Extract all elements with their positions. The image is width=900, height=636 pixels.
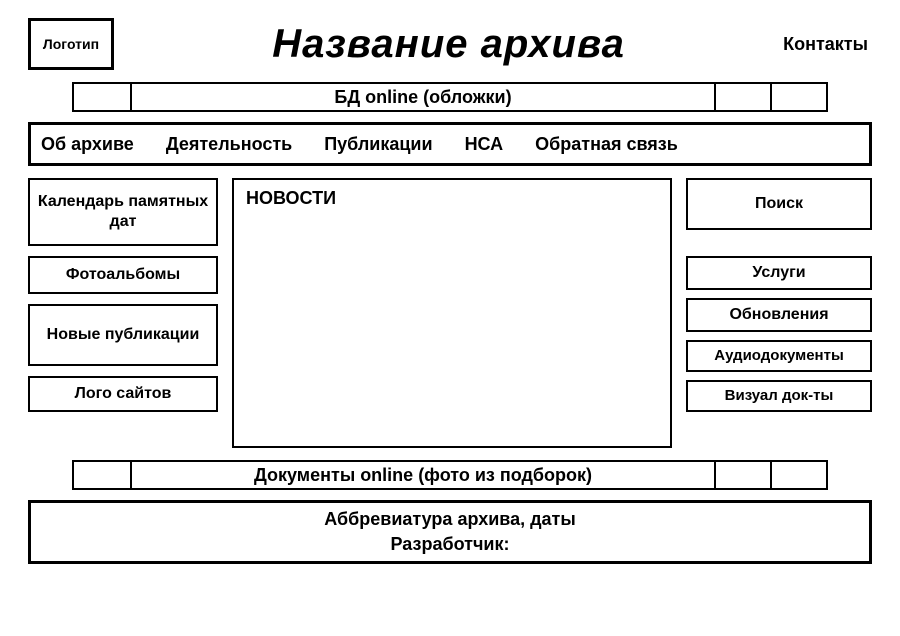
db-strip-next-1[interactable] bbox=[716, 82, 772, 112]
header-row: Логотип Название архива Контакты bbox=[28, 16, 872, 72]
docs-online-strip: Документы online (фото из подборок) bbox=[28, 460, 872, 490]
docs-strip-next-2[interactable] bbox=[772, 460, 828, 490]
db-strip-prev[interactable] bbox=[72, 82, 130, 112]
archive-title: Название архива bbox=[114, 22, 783, 67]
docs-strip-next-1[interactable] bbox=[716, 460, 772, 490]
docs-strip-main[interactable]: Документы online (фото из подборок) bbox=[130, 460, 716, 490]
footer: Аббревиатура архива, даты Разработчик: bbox=[28, 500, 872, 564]
nav-nsa[interactable]: НСА bbox=[465, 134, 504, 155]
db-online-strip: БД online (обложки) bbox=[28, 82, 872, 112]
contacts-link[interactable]: Контакты bbox=[783, 34, 872, 55]
photoalbums-block[interactable]: Фотоальбомы bbox=[28, 256, 218, 294]
nav-publications[interactable]: Публикации bbox=[324, 134, 432, 155]
new-pub-block[interactable]: Новые публикации bbox=[28, 304, 218, 366]
audio-block[interactable]: Аудиодокументы bbox=[686, 340, 872, 372]
nav-activity[interactable]: Деятельность bbox=[166, 134, 292, 155]
db-strip-label: БД online (обложки) bbox=[334, 87, 511, 108]
calendar-block[interactable]: Календарь памятных дат bbox=[28, 178, 218, 246]
title-area: Название архива bbox=[114, 22, 783, 67]
search-block[interactable]: Поиск bbox=[686, 178, 872, 230]
logo-label: Логотип bbox=[43, 36, 99, 52]
main-nav: Об архиве Деятельность Публикации НСА Об… bbox=[28, 122, 872, 166]
services-block[interactable]: Услуги bbox=[686, 256, 872, 290]
nav-feedback[interactable]: Обратная связь bbox=[535, 134, 678, 155]
docs-strip-prev[interactable] bbox=[72, 460, 130, 490]
footer-line1: Аббревиатура архива, даты bbox=[324, 509, 576, 530]
page-root: Логотип Название архива Контакты БД onli… bbox=[0, 0, 900, 636]
db-strip-next-2[interactable] bbox=[772, 82, 828, 112]
nav-about[interactable]: Об архиве bbox=[41, 134, 134, 155]
center-column: НОВОСТИ bbox=[232, 178, 672, 448]
logo-placeholder: Логотип bbox=[28, 18, 114, 70]
right-column: Поиск Услуги Обновления Аудиодокументы В… bbox=[686, 178, 872, 448]
news-heading: НОВОСТИ bbox=[246, 188, 658, 209]
partner-logos-block[interactable]: Лого сайтов bbox=[28, 376, 218, 412]
visual-block[interactable]: Визуал док-ты bbox=[686, 380, 872, 412]
docs-strip-label: Документы online (фото из подборок) bbox=[254, 465, 592, 486]
main-columns: Календарь памятных дат Фотоальбомы Новые… bbox=[28, 178, 872, 448]
news-panel: НОВОСТИ bbox=[232, 178, 672, 448]
footer-line2: Разработчик: bbox=[391, 534, 510, 555]
db-strip-main[interactable]: БД online (обложки) bbox=[130, 82, 716, 112]
updates-block[interactable]: Обновления bbox=[686, 298, 872, 332]
left-column: Календарь памятных дат Фотоальбомы Новые… bbox=[28, 178, 218, 448]
